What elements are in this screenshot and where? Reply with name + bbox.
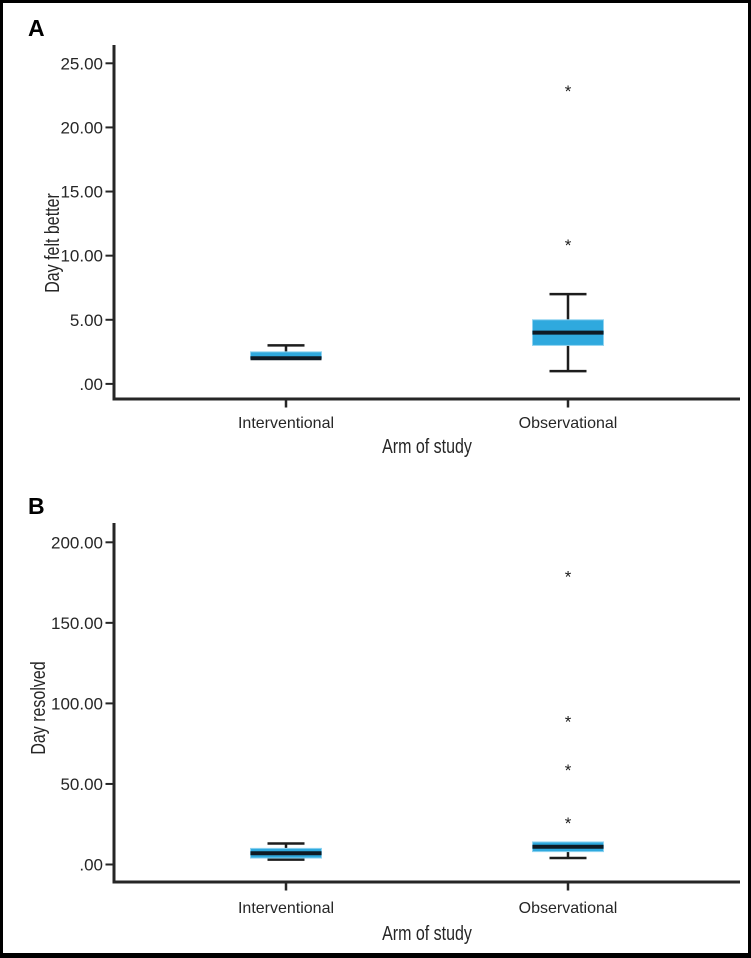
x-axis-title-a: Arm of study xyxy=(382,435,473,457)
outlier-asterisk: * xyxy=(565,236,572,255)
y-tick-label-a: 5.00 xyxy=(70,311,103,330)
panel-label-a: A xyxy=(28,15,46,41)
y-tick-label-b: 200.00 xyxy=(51,533,103,552)
panel-b-plot: .00 50.00 100.00 150.00 200.00 Interventional… xyxy=(27,523,740,944)
outlier-asterisk: * xyxy=(565,761,572,780)
category-label-observational: Observational xyxy=(519,900,618,917)
y-tick-label-a: 10.00 xyxy=(60,247,103,266)
category-label-interventional: Interventional xyxy=(238,900,334,917)
category-label-interventional: Interventional xyxy=(238,415,334,432)
y-tick-label-a: 20.00 xyxy=(60,118,103,137)
category-label-observational: Observational xyxy=(519,415,618,432)
box-group-b-observational: * * * * xyxy=(532,568,604,860)
x-axis-title-b: Arm of study xyxy=(382,922,473,944)
y-tick-label-b: 100.00 xyxy=(51,694,103,713)
y-tick-label-b: 50.00 xyxy=(60,775,103,794)
y-tick-label-b: .00 xyxy=(79,856,103,875)
y-tick-label-a: .00 xyxy=(79,375,103,394)
box-group-b-interventional xyxy=(250,842,322,861)
outlier-asterisk: * xyxy=(565,568,572,587)
box-group-a-observational: ** xyxy=(532,82,604,373)
y-axis-title-b: Day resolved xyxy=(27,661,49,754)
y-tick-label-a: 15.00 xyxy=(60,183,103,202)
y-tick-label-a: 25.00 xyxy=(60,54,103,73)
y-tick-label-b: 150.00 xyxy=(51,614,103,633)
panel-a-plot: .00 5.00 10.00 15.00 20.00 25.00 Interventiona… xyxy=(41,45,740,457)
y-axis-title-a: Day felt better xyxy=(41,193,63,293)
outlier-asterisk: * xyxy=(565,713,572,732)
boxplot-canvas: .00 5.00 10.00 15.00 20.00 25.00 Interventiona… xyxy=(27,45,740,944)
outlier-asterisk: * xyxy=(565,814,572,833)
box-group-a-interventional xyxy=(250,344,322,361)
outlier-asterisk: * xyxy=(565,82,572,101)
panel-label-b: B xyxy=(28,493,46,519)
